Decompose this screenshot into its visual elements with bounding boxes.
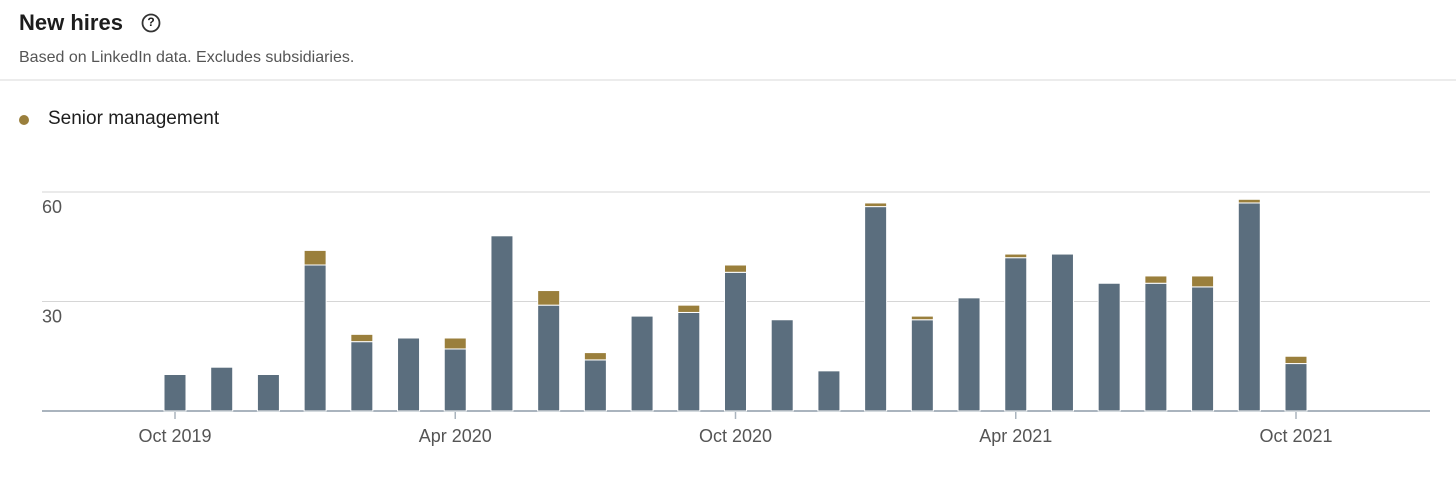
bar [1284, 363, 1308, 412]
bar [1004, 253, 1028, 259]
help-icon[interactable]: ? [141, 13, 161, 33]
bar [1191, 286, 1215, 412]
bar [630, 315, 654, 412]
x-tick-label: Oct 2019 [138, 426, 211, 446]
bar [210, 366, 234, 412]
x-tick-label: Apr 2020 [419, 426, 492, 446]
bar [910, 315, 934, 321]
bar [1144, 275, 1168, 284]
bar [490, 235, 514, 412]
bar [397, 337, 421, 412]
bar [537, 290, 561, 306]
bar [1050, 253, 1074, 412]
bar [256, 374, 280, 412]
bar [910, 319, 934, 412]
chart-title: New hires [19, 10, 123, 35]
x-tick-label: Oct 2021 [1259, 426, 1332, 446]
bar [1284, 355, 1308, 365]
bar [1144, 282, 1168, 412]
bar [443, 337, 467, 350]
chart-subtitle: Based on LinkedIn data. Excludes subsidi… [19, 49, 354, 66]
bar [724, 264, 747, 273]
bar [537, 304, 561, 412]
bar [1237, 198, 1261, 204]
bar [350, 333, 374, 343]
bar [1237, 202, 1261, 412]
bar [163, 374, 187, 412]
x-tick-label: Oct 2020 [699, 426, 772, 446]
legend-label: Senior management [48, 108, 220, 129]
bar [1191, 275, 1215, 288]
bar [1097, 282, 1121, 412]
bar [303, 264, 327, 412]
bar [677, 311, 701, 412]
bar [724, 271, 747, 412]
bar [770, 319, 794, 412]
bar [864, 206, 888, 412]
legend-marker [19, 115, 29, 125]
bar [303, 249, 327, 266]
svg-text:?: ? [147, 15, 154, 29]
bar [677, 304, 701, 313]
bar [443, 348, 467, 412]
bar [350, 341, 374, 412]
bar [583, 352, 607, 361]
bar [1004, 257, 1028, 412]
x-tick-label: Apr 2021 [979, 426, 1052, 446]
bar [864, 202, 888, 208]
y-tick-label: 60 [42, 197, 62, 217]
bar [957, 297, 981, 412]
y-tick-label: 30 [42, 306, 62, 326]
bar [817, 370, 841, 412]
bar [583, 359, 607, 412]
